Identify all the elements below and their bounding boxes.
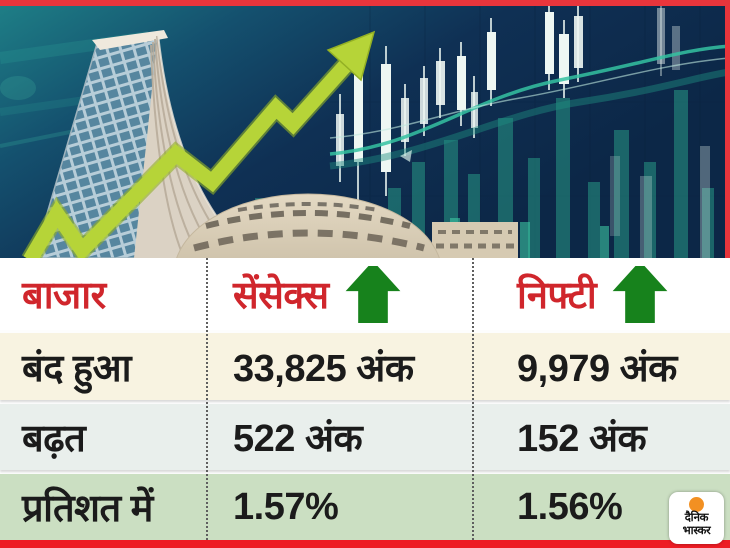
column-divider-2	[472, 258, 474, 540]
market-photo-illustration	[0, 6, 730, 258]
row-label: बंद हुआ	[22, 347, 131, 390]
header-nifty: निफ्टी	[473, 265, 730, 323]
header-sensex-label: सेंसेक्स	[233, 275, 329, 317]
nifty-percent-value: 1.56%	[517, 485, 623, 528]
header-sensex: सेंसेक्स	[207, 265, 473, 323]
dome-building-graphic	[176, 193, 518, 258]
table-row-closed: बंद हुआ 33,825 अंक 9,979 अंक	[0, 333, 730, 400]
sensex-close-value: 33,825 अंक	[233, 347, 414, 390]
sensex-percent-value: 1.57%	[233, 485, 339, 528]
header-market: बाजार	[0, 268, 207, 320]
header-nifty-label: निफ्टी	[517, 275, 597, 317]
top-red-bar	[0, 0, 730, 6]
logo-sun-icon	[689, 497, 704, 512]
nifty-gain-value: 152 अंक	[517, 418, 647, 460]
table-row-percent: प्रतिशत में 1.57% 1.56%	[0, 474, 730, 540]
nifty-up-arrow-icon	[612, 265, 668, 323]
sensex-up-arrow-icon	[345, 265, 400, 323]
row-label: बढ़त	[22, 418, 86, 460]
right-red-strip	[725, 6, 730, 258]
market-table: बाजार सेंसेक्स निफ्टी बंद हुआ 33,825 अंक…	[0, 258, 730, 540]
logo-text-line2: भास्कर	[682, 524, 711, 537]
hero-graphic	[0, 6, 730, 258]
table-row-gain: बढ़त 522 अंक 152 अंक	[0, 404, 730, 470]
sensex-gain-value: 522 अंक	[233, 418, 363, 460]
header-market-label: बाजार	[22, 275, 106, 317]
row-label: प्रतिशत में	[22, 488, 153, 530]
dainik-bhaskar-logo: दैनिक भास्कर	[669, 492, 724, 544]
logo-text-line1: दैनिक	[684, 512, 709, 524]
table-header-row: बाजार सेंसेक्स निफ्टी	[0, 258, 730, 330]
bottom-red-bar	[0, 540, 730, 548]
column-divider-1	[206, 258, 208, 540]
nifty-close-value: 9,979 अंक	[517, 347, 677, 390]
uptrend-arrow-graphic	[21, 30, 376, 258]
